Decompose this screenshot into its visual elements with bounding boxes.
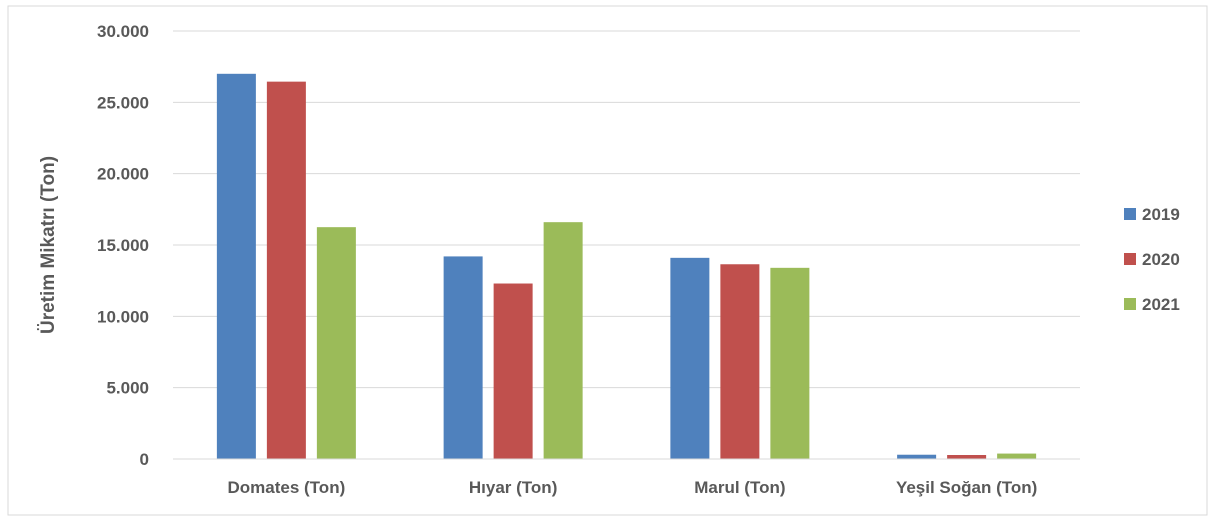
bar-2019-2 xyxy=(670,258,709,459)
y-tick-label: 25.000 xyxy=(97,93,149,112)
legend-swatch-2019 xyxy=(1124,208,1136,220)
x-category-label: Domates (Ton) xyxy=(228,478,346,497)
y-tick-label: 0 xyxy=(140,450,149,469)
bar-2021-1 xyxy=(544,222,583,459)
legend-label-2019: 2019 xyxy=(1142,205,1180,224)
bar-2019-0 xyxy=(217,74,256,459)
x-category-label: Hıyar (Ton) xyxy=(469,478,557,497)
x-category-label: Yeşil Soğan (Ton) xyxy=(896,478,1037,497)
legend-label-2020: 2020 xyxy=(1142,250,1180,269)
y-tick-label: 10.000 xyxy=(97,307,149,326)
x-category-label: Marul (Ton) xyxy=(694,478,785,497)
bar-2020-3 xyxy=(947,455,986,459)
bar-2021-2 xyxy=(770,268,809,459)
bar-2020-1 xyxy=(494,284,533,459)
bar-2020-2 xyxy=(720,264,759,459)
legend-swatch-2020 xyxy=(1124,253,1136,265)
y-tick-label: 30.000 xyxy=(97,22,149,41)
bar-2021-0 xyxy=(317,227,356,459)
y-tick-label: 5.000 xyxy=(106,379,149,398)
y-tick-label: 15.000 xyxy=(97,236,149,255)
y-tick-label: 20.000 xyxy=(97,165,149,184)
y-axis-title: Üretim Mikatrı (Ton) xyxy=(38,156,59,334)
bar-2020-0 xyxy=(267,82,306,459)
bar-2019-3 xyxy=(897,455,936,459)
chart-border xyxy=(8,6,1207,515)
legend-swatch-2021 xyxy=(1124,298,1136,310)
legend-label-2021: 2021 xyxy=(1142,295,1180,314)
bar-2021-3 xyxy=(997,454,1036,459)
bar-2019-1 xyxy=(444,256,483,459)
